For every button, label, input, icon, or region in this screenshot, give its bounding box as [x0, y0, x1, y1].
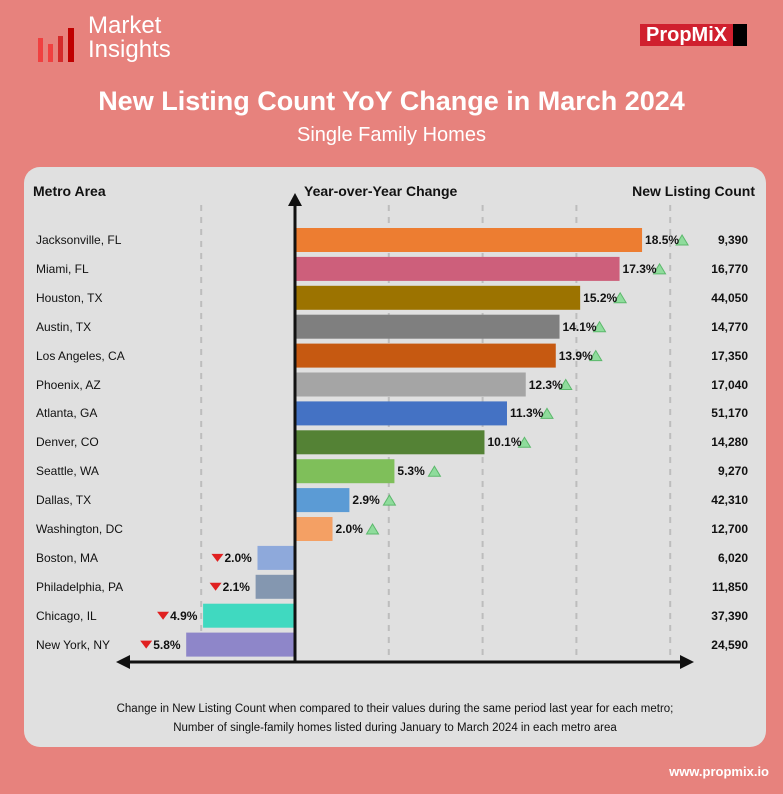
metro-label: Seattle, WA — [36, 464, 99, 479]
market-insights-logo: Market Insights — [88, 12, 171, 63]
metro-label: Phoenix, AZ — [36, 377, 101, 392]
bar — [295, 256, 620, 281]
bar — [295, 430, 485, 455]
yoy-value-label: 2.9% — [352, 493, 380, 508]
bar — [295, 459, 395, 484]
website-url: www.propmix.io — [669, 764, 769, 779]
yoy-value-label: 2.0% — [224, 550, 252, 565]
yoy-value-label: 11.3% — [509, 406, 544, 421]
up-triangle-icon — [588, 349, 603, 362]
chart-subtitle: Single Family Homes — [297, 124, 486, 146]
up-triangle-icon — [675, 234, 689, 246]
metro-label: Atlanta, GA — [36, 406, 98, 421]
up-triangle-icon — [592, 320, 607, 333]
down-triangle-icon — [140, 640, 153, 649]
up-triangle-icon — [382, 494, 397, 506]
listing-count: 16,770 — [711, 261, 748, 276]
yoy-value-label: 14.1% — [562, 319, 597, 334]
bar — [257, 545, 295, 570]
metro-header: Metro Area — [33, 183, 106, 199]
yoy-value-label: 13.9% — [558, 348, 593, 363]
bar — [203, 603, 295, 628]
yoy-value-label: 2.0% — [335, 522, 363, 536]
bar — [295, 488, 350, 513]
metro-label: Dallas, TX — [36, 493, 92, 508]
axis-arrow-right-icon — [680, 655, 694, 669]
metro-label: Los Angeles, CA — [36, 348, 125, 363]
up-triangle-icon — [365, 523, 380, 535]
up-triangle-icon — [540, 407, 554, 419]
listing-count: 12,700 — [711, 522, 748, 536]
listing-count: 17,040 — [711, 377, 748, 392]
propmix-logo: PropMiX — [640, 24, 748, 46]
yoy-value-label: 18.5% — [645, 233, 680, 247]
up-triangle-icon — [517, 436, 532, 448]
listing-count: 51,170 — [711, 406, 748, 421]
listing-count: 11,850 — [711, 579, 748, 594]
bar — [295, 314, 560, 339]
metro-label: Austin, TX — [36, 319, 92, 334]
metro-label: Boston, MA — [36, 550, 99, 565]
listing-count: 44,050 — [711, 290, 748, 305]
metro-label: New York, NY — [36, 637, 111, 652]
yoy-value-label: 4.9% — [170, 608, 198, 623]
bar — [255, 574, 295, 599]
listing-count: 9,390 — [717, 233, 748, 247]
yoy-header: Year-over-Year Change — [304, 183, 458, 199]
yoy-value-label: 2.1% — [222, 579, 250, 594]
metro-label: Houston, TX — [36, 290, 103, 305]
yoy-value-label: 12.3% — [528, 377, 563, 392]
up-triangle-icon — [652, 262, 667, 275]
yoy-value-label: 5.8% — [153, 637, 181, 652]
metro-label: Jacksonville, FL — [36, 233, 122, 247]
listing-count: 9,270 — [717, 464, 748, 479]
footnote: Change in New Listing Count when compare… — [116, 703, 674, 734]
yoy-value-label: 17.3% — [622, 261, 657, 276]
metro-label: Denver, CO — [36, 435, 99, 450]
yoy-value-label: 15.2% — [583, 290, 618, 305]
count-header: New Listing Count — [632, 183, 755, 199]
down-triangle-icon — [211, 553, 224, 562]
listing-count: 14,280 — [711, 435, 748, 450]
listing-count: 37,390 — [711, 608, 748, 623]
bar — [186, 632, 295, 657]
bar — [295, 343, 556, 368]
listing-count: 24,590 — [711, 637, 748, 652]
bar — [295, 517, 333, 541]
market-insights-logo-icon — [38, 28, 74, 62]
yoy-value-label: 10.1% — [487, 435, 522, 450]
listing-count: 6,020 — [717, 550, 748, 565]
up-triangle-icon — [427, 465, 442, 477]
metro-label: Chicago, IL — [36, 608, 97, 623]
up-triangle-icon — [613, 291, 628, 304]
axis-arrow-up-icon — [288, 193, 302, 206]
up-triangle-icon — [558, 378, 573, 390]
bar — [295, 401, 507, 426]
bar — [295, 228, 643, 252]
metro-label: Miami, FL — [36, 261, 89, 276]
bar — [295, 372, 526, 397]
metro-label: Washington, DC — [36, 522, 123, 536]
yoy-value-label: 5.3% — [397, 464, 425, 479]
listing-count: 14,770 — [711, 319, 748, 334]
chart-title: New Listing Count YoY Change in March 20… — [98, 86, 685, 116]
axis-arrow-left-icon — [116, 655, 130, 669]
metro-label: Philadelphia, PA — [36, 579, 124, 594]
listing-count: 42,310 — [711, 493, 748, 508]
down-triangle-icon — [157, 611, 170, 620]
down-triangle-icon — [209, 582, 222, 591]
bar — [295, 285, 581, 310]
listing-count: 17,350 — [711, 348, 748, 363]
